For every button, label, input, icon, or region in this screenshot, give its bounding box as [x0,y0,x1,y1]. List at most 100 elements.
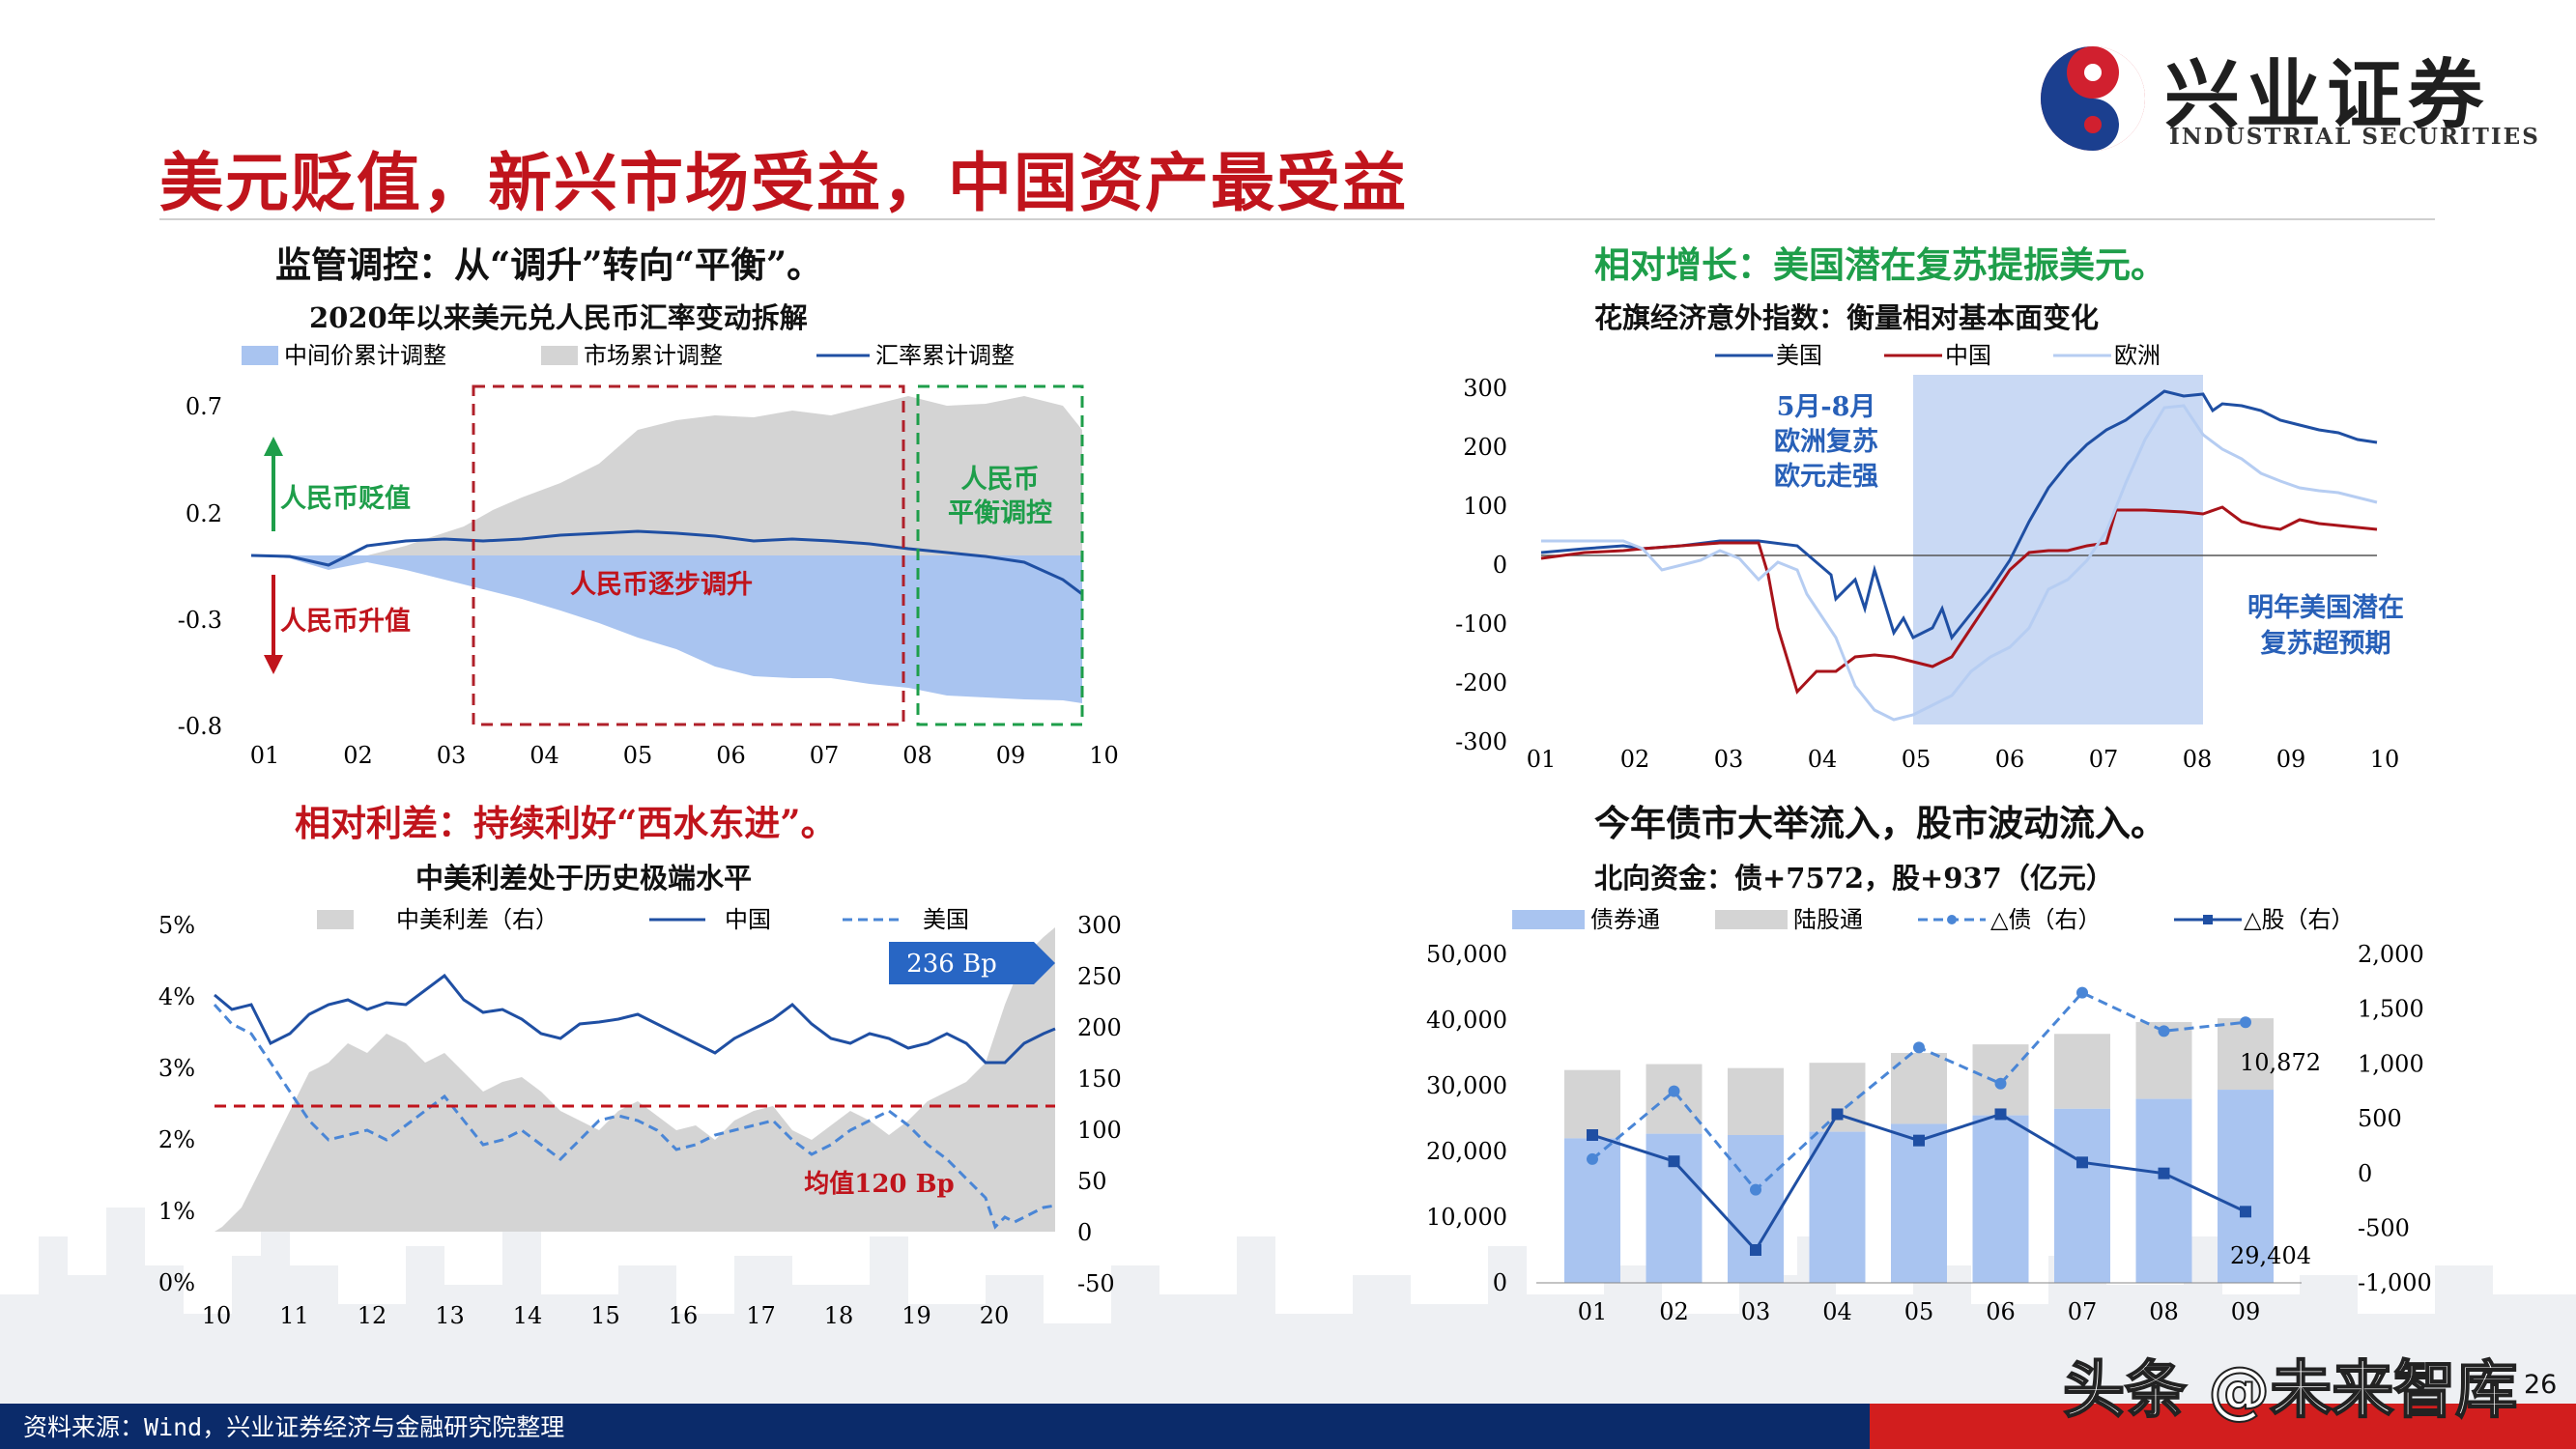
legend-dbond: △债（右） [1990,906,2101,933]
fx-decomposition-svg: 中间价累计调整 市场累计调整 汇率累计调整 0.7 0.2 -0.3 -0.8 … [178,342,1119,769]
x-tick: 15 [590,1302,620,1329]
delta-stock-point [2240,1206,2251,1218]
x-tick: 10 [2370,746,2400,773]
y-tick-left: 20,000 [1426,1138,1507,1165]
x-tick: 12 [358,1302,387,1329]
bar-bond-connect [2054,1108,2110,1283]
subtitle-bottom-right: 北向资金：债+7572，股+937（亿元） [1594,862,2114,895]
x-tick: 02 [1620,746,1650,773]
delta-stock-point [1913,1134,1925,1147]
legend-cn: 中国 [1945,342,1991,369]
bar-bond-connect [1809,1131,1866,1283]
legend-usa: 美国 [923,906,969,933]
northbound-flow-svg: 债券通 陆股通 △债（右） △股（右） 50,000 40,000 30,000 20… [1426,906,2432,1325]
y-tick-left: 40,000 [1426,1007,1507,1034]
x-tick: 09 [996,742,1026,769]
delta-bond-point [1587,1152,1598,1165]
y-tick-right: -500 [2358,1215,2410,1242]
label-eu-2: 欧洲复苏 [1774,427,1878,457]
y-tick: -200 [1455,669,1507,696]
legend-eu: 欧洲 [2114,342,2161,369]
x-tick: 11 [279,1302,309,1329]
delta-stock-point [1831,1108,1844,1121]
delta-bond-point [2158,1025,2170,1037]
y-tick-left: 0% [158,1269,195,1296]
y-tick-left: 50,000 [1426,941,1507,968]
down-arrow-head-icon [264,655,283,674]
label-stock-last: 10,872 [2240,1049,2321,1076]
x-tick: 08 [902,742,932,769]
footer-accent [1870,1404,2576,1449]
label-us-1: 明年美国潜在 [2247,592,2404,623]
delta-bond-point [1750,1183,1761,1196]
y-tick-right: 500 [2358,1105,2402,1132]
y-tick: -100 [1455,611,1507,638]
y-tick-right: 150 [1077,1065,1122,1093]
bar-stock-connect [1646,1064,1703,1134]
y-tick-right: 0 [1077,1219,1092,1246]
label-appreciation: 人民币升值 [280,607,411,637]
y-tick: 0.7 [186,393,222,420]
china-line [1540,505,2378,695]
y-tick: 0.2 [186,500,222,527]
delta-stock-point [1750,1244,1761,1256]
delta-stock-point [2076,1156,2088,1169]
x-tick: 20 [980,1302,1010,1329]
y-tick-right: 300 [1077,912,1122,939]
x-tick: 07 [810,742,840,769]
up-arrow-head-icon [264,437,283,456]
x-tick: 09 [2276,746,2306,773]
x-tick: 09 [2231,1298,2261,1325]
steady-rise-box [472,384,905,726]
heading-top-right: 相对增长：美国潜在复苏提振美元。 [1594,243,2166,286]
y-tick-left: 2% [158,1126,195,1153]
x-tick: 10 [1089,742,1119,769]
x-tick: 03 [1741,1298,1771,1325]
label-steady-rise: 人民币逐步调升 [570,570,753,600]
legend-swatch-market [541,346,578,365]
latest-spread-callout [889,942,1055,984]
y-tick: -300 [1455,728,1507,755]
x-tick: 10 [202,1302,232,1329]
bar-bond-connect [2218,1090,2274,1283]
logo-text-en: INDUSTRIAL SECURITIES [2169,124,2540,150]
delta-stock-point [1994,1108,2007,1121]
x-tick: 04 [1822,1298,1852,1325]
y-tick: -0.8 [178,713,222,740]
delta-stock-point [2158,1167,2170,1179]
label-latest-spread: 236 Bp [906,950,997,979]
y-tick-right: 2,000 [2358,941,2424,968]
label-us-2: 复苏超预期 [2261,629,2391,659]
x-tick: 17 [746,1302,776,1329]
logo-text-cn: 兴业证券 [2164,52,2490,139]
bar-stock-connect [1564,1069,1620,1139]
y-tick-left: 10,000 [1426,1204,1507,1231]
legend-dstock: △股（右） [2244,906,2354,933]
legend-swatch-bond [1512,910,1585,929]
x-tick: 04 [530,742,559,769]
label-eu-3: 欧元走强 [1774,462,1878,492]
y-tick: 200 [1463,434,1507,461]
bar-stock-connect [1728,1067,1784,1135]
page-number: 26 [2524,1370,2558,1400]
x-tick: 06 [716,742,746,769]
label-depreciation: 人民币贬值 [280,484,411,514]
x-tick: 18 [824,1302,854,1329]
y-tick-right: 250 [1077,963,1122,990]
subtitle-bottom-left: 中美利差处于历史极端水平 [415,862,753,895]
us-line [1540,389,2378,641]
bar-stock-connect [1891,1053,1947,1124]
y-tick: -0.3 [178,607,222,634]
x-tick: 01 [250,742,280,769]
label-balance-2: 平衡调控 [948,498,1052,528]
bar-stock-connect [2054,1034,2110,1109]
europe-line [1541,404,2378,722]
x-tick: 08 [2149,1298,2179,1325]
x-tick: 19 [902,1302,931,1329]
bar-stock-connect [2218,1018,2274,1091]
legend-market: 市场累计调整 [584,342,723,369]
legend-stock: 陆股通 [1793,906,1863,933]
x-tick: 13 [435,1302,465,1329]
y-tick-left: 30,000 [1426,1072,1507,1099]
delta-bond-point [1668,1085,1680,1097]
